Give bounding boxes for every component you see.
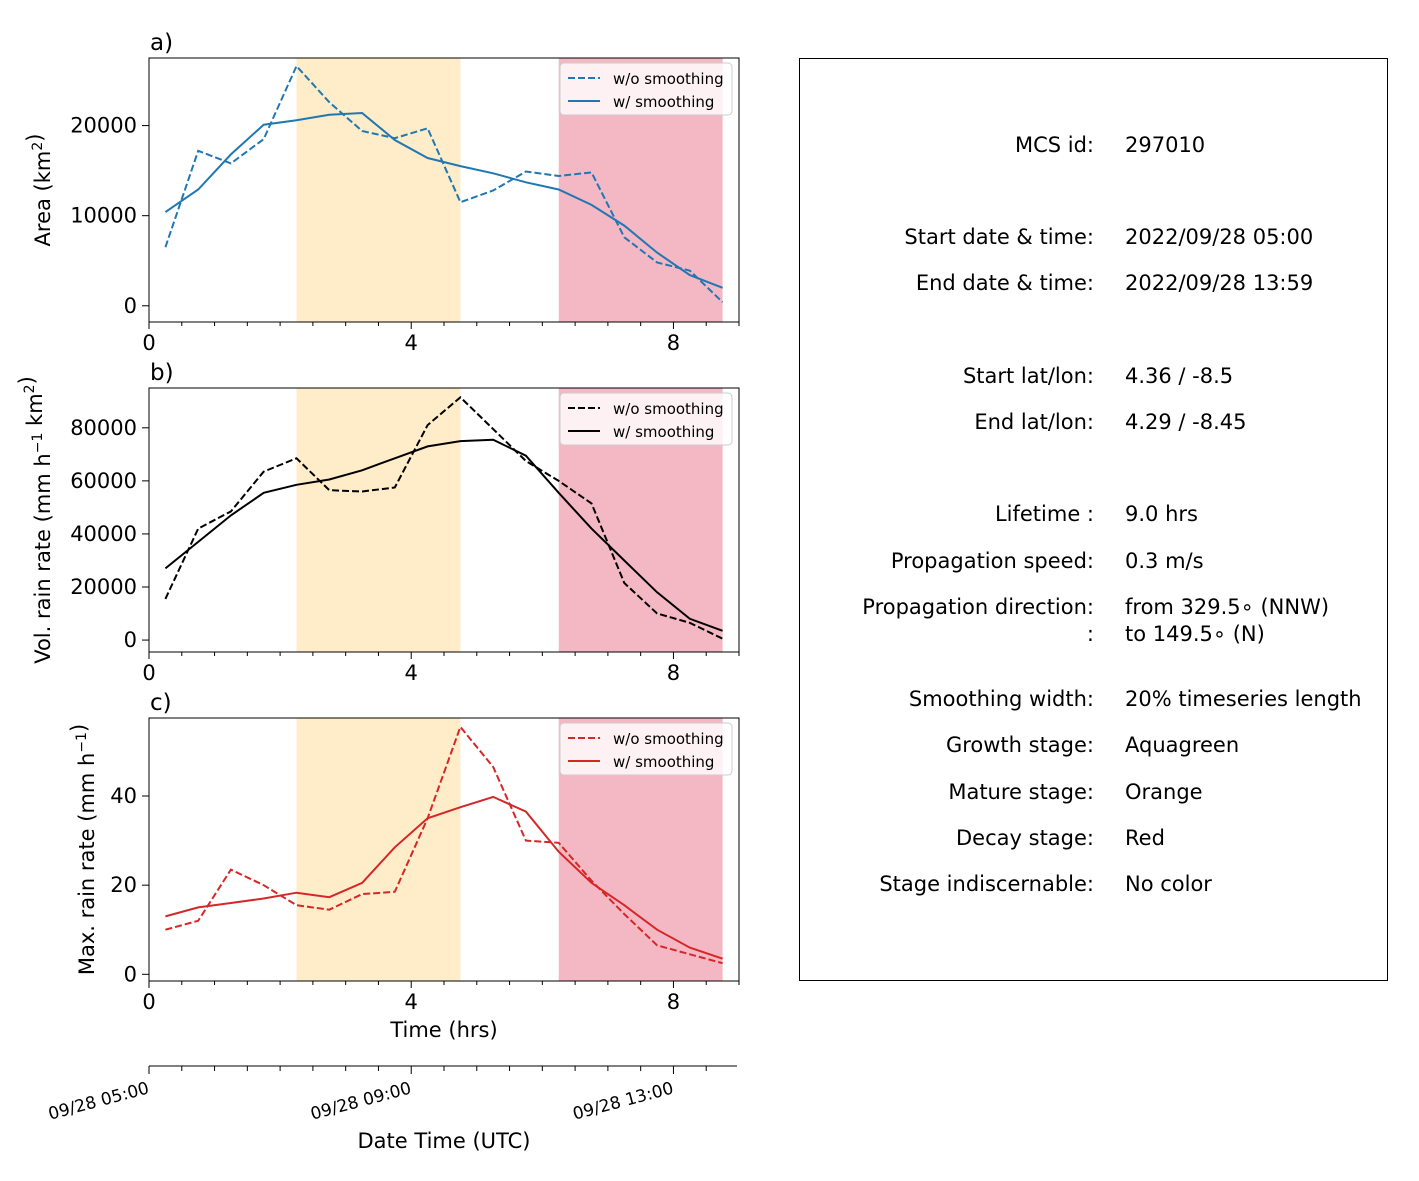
legend-label: w/ smoothing [613,423,714,441]
y-axis-label: Max. rain rate (mm h−1) [67,724,99,975]
y-tick-label: 40000 [70,522,137,546]
x-tick-label: 0 [142,661,155,685]
y-axis-label: Area (km2) [23,134,55,247]
y-tick-label: 0 [124,294,137,318]
info-value: 2022/09/28 05:00 [1125,225,1314,249]
info-label: Lifetime : [994,502,1094,526]
y-tick-label: 0 [124,962,137,986]
series-line-smoothed [164,111,723,289]
info-value: 9.0 hrs [1125,502,1198,526]
legend: w/o smoothing w/ smoothing [559,722,733,776]
x-tick-label: 0 [142,331,155,355]
y-tick-label: 40 [110,784,137,808]
time-axis-labels: Time (hrs) [389,1018,497,1042]
panel-label: a) [150,30,173,56]
info-label: Mature stage: [948,780,1094,804]
info-label: Start date & time: [904,225,1094,249]
series-line-raw [164,395,724,640]
info-label: Decay stage: [956,826,1094,850]
y-tick-label: 10000 [70,204,137,228]
y-tick-label: 20 [110,873,137,897]
info-label: End date & time: [915,271,1094,295]
y-tick-label: 80000 [70,416,137,440]
legend: w/o smoothing w/ smoothing [559,392,733,446]
x-tick-label: 0 [142,990,155,1014]
info-label: Start lat/lon: [962,364,1094,388]
date-tick-label: 09/28 05:00 [46,1079,151,1125]
info-value: Aquagreen [1125,733,1240,757]
x-tick-label: 4 [405,331,418,355]
x-tick-label: 8 [667,331,680,355]
series-line-smoothed [164,438,723,632]
y-tick-label: 0 [124,628,137,652]
info-value: 4.29 / -8.45 [1125,410,1247,434]
y-tick-label: 60000 [70,469,137,493]
info-label: Propagation speed: [890,549,1094,573]
y-axis-label: Vol. rain rate (mm h−1 km2) [15,376,55,664]
info-value: Red [1125,826,1165,850]
x-tick-label: 8 [667,661,680,685]
legend: w/o smoothing w/ smoothing [559,62,733,116]
legend-box [559,62,733,116]
y-tick-label: 20000 [70,575,137,599]
legend-label: w/o smoothing [613,400,724,418]
stage-band-mature [296,388,461,652]
legend-label: w/o smoothing [613,730,724,748]
info-label: End lat/lon: [974,410,1094,434]
info-value: to 149.5∘ (N) [1125,622,1265,646]
legend-label: w/ smoothing [613,753,714,771]
x-tick-label: 8 [667,990,680,1014]
series-line-raw [164,64,724,303]
stage-band-mature [296,718,461,981]
info-value: No color [1125,872,1212,896]
info-value: Orange [1125,780,1203,804]
info-value: 0.3 m/s [1125,549,1204,573]
legend-box [559,392,733,446]
date-tick-label: 09/28 09:00 [308,1079,413,1125]
info-label: Propagation direction: [862,595,1094,619]
date-axis: 09/28 05:00 09/28 09:00 09/28 13:00 Date Ti… [46,1065,737,1153]
date-axis-label: Date Time (UTC) [358,1129,531,1153]
info-label: Smoothing width: [908,687,1094,711]
info-value: 297010 [1125,133,1206,157]
mcs-info-panel: MCS id: 297010 Start date & time: 2022/09/2… [799,58,1388,981]
info-label: Stage indiscernable: [879,872,1094,896]
info-label: Growth stage: [945,733,1094,757]
y-tick-label: 20000 [70,114,137,138]
series-line-smoothed [165,795,723,960]
chart-panel-1: 0 20000 40000 60000 80000 0 4 8 b) Vol. rain rate… [15,360,740,685]
legend-label: w/o smoothing [613,70,724,88]
date-tick-label: 09/28 13:00 [571,1079,676,1125]
x-tick-label: 4 [405,661,418,685]
panel-label: b) [150,360,174,386]
info-value: from 329.5∘ (NNW) [1125,595,1330,619]
info-label: : [1086,622,1094,646]
legend-label: w/ smoothing [613,93,714,111]
info-value: 20% timeseries length [1125,687,1362,711]
series-line-raw [165,724,723,965]
info-label: MCS id: [1014,133,1094,157]
legend-box [559,722,733,776]
info-value: 4.36 / -8.5 [1125,364,1234,388]
panel-label: c) [150,690,172,716]
x-tick-label: 4 [405,990,418,1014]
info-value: 2022/09/28 13:59 [1125,271,1314,295]
x-axis-label: Time (hrs) [389,1018,497,1042]
stage-band-mature [296,58,461,322]
chart-panel-2: 0 20 40 0 4 8 c) Max. rain rate (mm h−1) w/o smo… [67,690,740,1014]
